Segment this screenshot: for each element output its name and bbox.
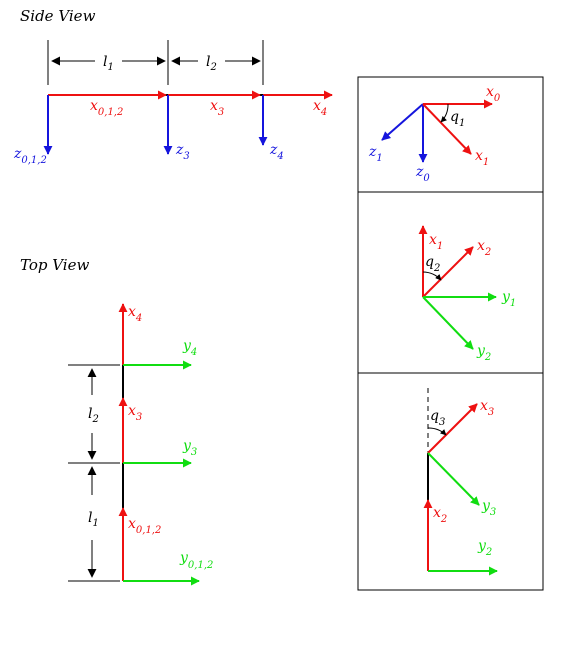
top-y012-label: y0,1,2	[179, 550, 213, 571]
p2-x2-arrow	[422, 246, 474, 298]
side-dimension-lines	[47, 40, 264, 85]
p3-q3-angle-arc	[427, 427, 447, 436]
p1-q1-label: q1	[450, 109, 465, 129]
p3-y3-arrow	[427, 452, 480, 506]
panel-rotation-q1: x0 q1 x1 z1 z0	[368, 84, 501, 184]
p1-z0-label: z0	[415, 164, 430, 184]
panel-rotation-q2: x1 x2 q2 y1 y2	[418, 225, 516, 363]
p2-y2-arrow	[422, 296, 474, 350]
side-view: Side View l1 l2 x0,1,2 x3 x4 z0,1,2 z3 z…	[13, 7, 333, 166]
side-x3-label: x3	[210, 98, 224, 118]
top-dimension-lines	[68, 364, 120, 582]
p2-y2-label: y2	[476, 343, 491, 363]
top-view-title: Top View	[20, 256, 89, 274]
top-dim-l2: l2	[88, 406, 99, 425]
p3-x3-label: x3	[480, 398, 494, 418]
top-y3-label: y3	[182, 438, 197, 458]
p1-z1-arrow	[381, 103, 424, 141]
top-dim-l1: l1	[88, 510, 99, 529]
side-x4-label: x4	[313, 98, 327, 118]
side-z012-label: z0,1,2	[13, 146, 47, 166]
p3-q3-label: q3	[430, 408, 445, 428]
side-z4-label: z4	[269, 142, 284, 162]
p3-x3-arrow	[427, 403, 478, 454]
p3-x2-label: x2	[433, 505, 447, 525]
panel-rotation-q3: q3 x3 y3 x2 y2	[423, 388, 498, 576]
p2-q2-angle-arc	[422, 271, 442, 281]
p2-x1-label: x1	[429, 232, 443, 252]
top-view: Top View l2 l1 x4 y4 x3 y3 x0,1,2 y0,1,2	[20, 256, 213, 586]
p2-y1-label: y1	[501, 289, 516, 309]
p1-z1-label: z1	[368, 144, 383, 164]
p3-y3-label: y3	[481, 498, 496, 518]
top-x3-label: x3	[128, 403, 142, 423]
panels-frame	[357, 76, 544, 591]
side-dim-l2: l2	[206, 54, 217, 73]
p1-x1-label: x1	[475, 148, 489, 168]
p2-x2-label: x2	[477, 238, 491, 258]
p1-x0-label: x0	[486, 84, 501, 104]
p1-q1-angle-arc	[440, 103, 449, 123]
side-z3-label: z3	[175, 142, 190, 162]
side-dim-l1: l1	[103, 54, 114, 73]
p2-q2-label: q2	[425, 254, 440, 274]
top-x4-label: x4	[128, 304, 142, 324]
top-y4-label: y4	[182, 338, 197, 358]
top-x012-label: x0,1,2	[128, 516, 161, 536]
side-x012-label: x0,1,2	[90, 98, 123, 118]
p3-y2-label: y2	[477, 538, 492, 558]
side-view-title: Side View	[20, 7, 96, 25]
p1-x1-arrow	[422, 103, 472, 155]
